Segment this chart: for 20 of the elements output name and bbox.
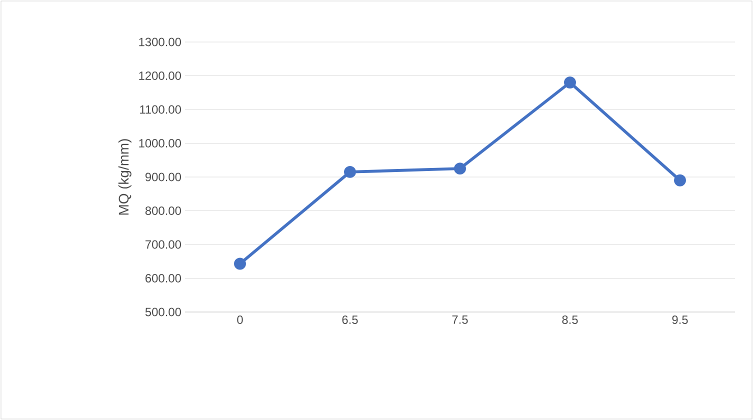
y-tick-label: 1000.00 bbox=[139, 139, 182, 148]
y-tick-label: 600.00 bbox=[146, 274, 182, 282]
y-tick-label: 1100.00 bbox=[140, 105, 182, 114]
x-tick-label: 8.5 bbox=[562, 316, 578, 324]
y-tick-label: 900.00 bbox=[145, 172, 182, 182]
y-tick-label: 700.00 bbox=[146, 240, 182, 249]
point bbox=[234, 258, 246, 270]
y-tick-label: 1300.00 bbox=[139, 38, 182, 46]
point bbox=[674, 174, 686, 186]
y-tick-label: 500.00 bbox=[145, 308, 182, 316]
y-axis-title: MQ (kg/mm) bbox=[118, 139, 132, 215]
y-tick-label: 800.00 bbox=[145, 206, 182, 215]
x-tick-label: 6.5 bbox=[342, 316, 358, 324]
x-tick-label: 0 bbox=[237, 316, 243, 324]
x-tick-label: 9.5 bbox=[672, 316, 688, 324]
point bbox=[564, 76, 576, 88]
point bbox=[454, 162, 466, 175]
x-tick-label: 7.5 bbox=[452, 316, 468, 324]
y-tick-label: 1200.00 bbox=[139, 72, 182, 80]
point bbox=[344, 166, 356, 178]
